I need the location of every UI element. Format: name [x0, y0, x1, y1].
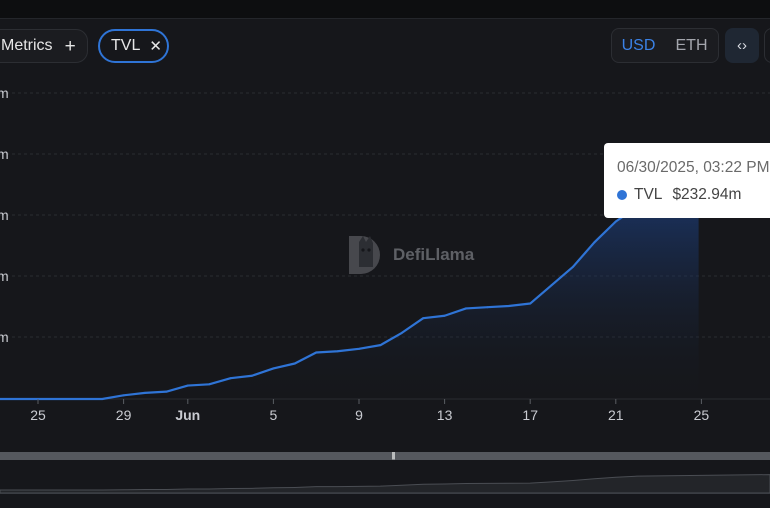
x-tick-label: 25	[30, 407, 46, 423]
plus-icon: +	[64, 35, 76, 57]
mini-chart	[0, 474, 770, 494]
tvl-chip-label: TVL	[111, 37, 141, 54]
watermark-text: DefiLlama	[393, 245, 475, 264]
x-tick-label: 29	[116, 407, 132, 423]
code-icon: ‹›	[737, 37, 747, 54]
metrics-label: Metrics	[1, 37, 53, 54]
tvl-chart: m m m m m 25 29 Jun 5 9 13 17 21 25	[0, 85, 770, 423]
embed-button[interactable]: ‹›	[725, 28, 759, 63]
tooltip-series: TVL	[634, 186, 663, 203]
close-icon[interactable]: ✕	[149, 38, 162, 55]
tooltip-value: $232.94m	[672, 186, 742, 203]
y-tick-label: m	[0, 146, 9, 162]
tvl-line	[0, 202, 659, 401]
tooltip-row: TVL $232.94m	[617, 186, 770, 204]
tooltip-date: 06/30/2025, 03:22 PM	[617, 159, 770, 176]
defillama-logo-icon	[349, 236, 380, 274]
chart-tooltip: 06/30/2025, 03:22 PM TVL $232.94m	[604, 143, 770, 218]
x-tick-label: 17	[522, 407, 538, 423]
x-tick-label: 21	[608, 407, 624, 423]
x-tick-label: 9	[355, 407, 363, 423]
currency-eth-option[interactable]: ETH	[675, 36, 708, 54]
tvl-area	[0, 198, 699, 399]
y-tick-label: m	[0, 268, 9, 284]
y-tick-label: m	[0, 329, 9, 345]
tvl-chip[interactable]: TVL ✕	[98, 29, 169, 63]
x-tick-label: 25	[694, 407, 710, 423]
currency-toggle: USD ETH	[611, 28, 719, 63]
y-tick-label: m	[0, 207, 9, 223]
x-tick-label: 5	[270, 407, 278, 423]
currency-usd-option[interactable]: USD	[621, 36, 656, 54]
y-tick-label: m	[0, 85, 9, 101]
series-dot-icon	[617, 190, 627, 200]
metrics-button[interactable]: Metrics +	[0, 29, 88, 63]
top-bar	[0, 0, 770, 19]
x-tick-label: 13	[437, 407, 453, 423]
range-slider[interactable]	[0, 452, 770, 460]
x-tick-label: Jun	[175, 407, 200, 423]
watermark: DefiLlama	[345, 232, 474, 278]
slider-handle[interactable]: |||	[391, 451, 395, 460]
